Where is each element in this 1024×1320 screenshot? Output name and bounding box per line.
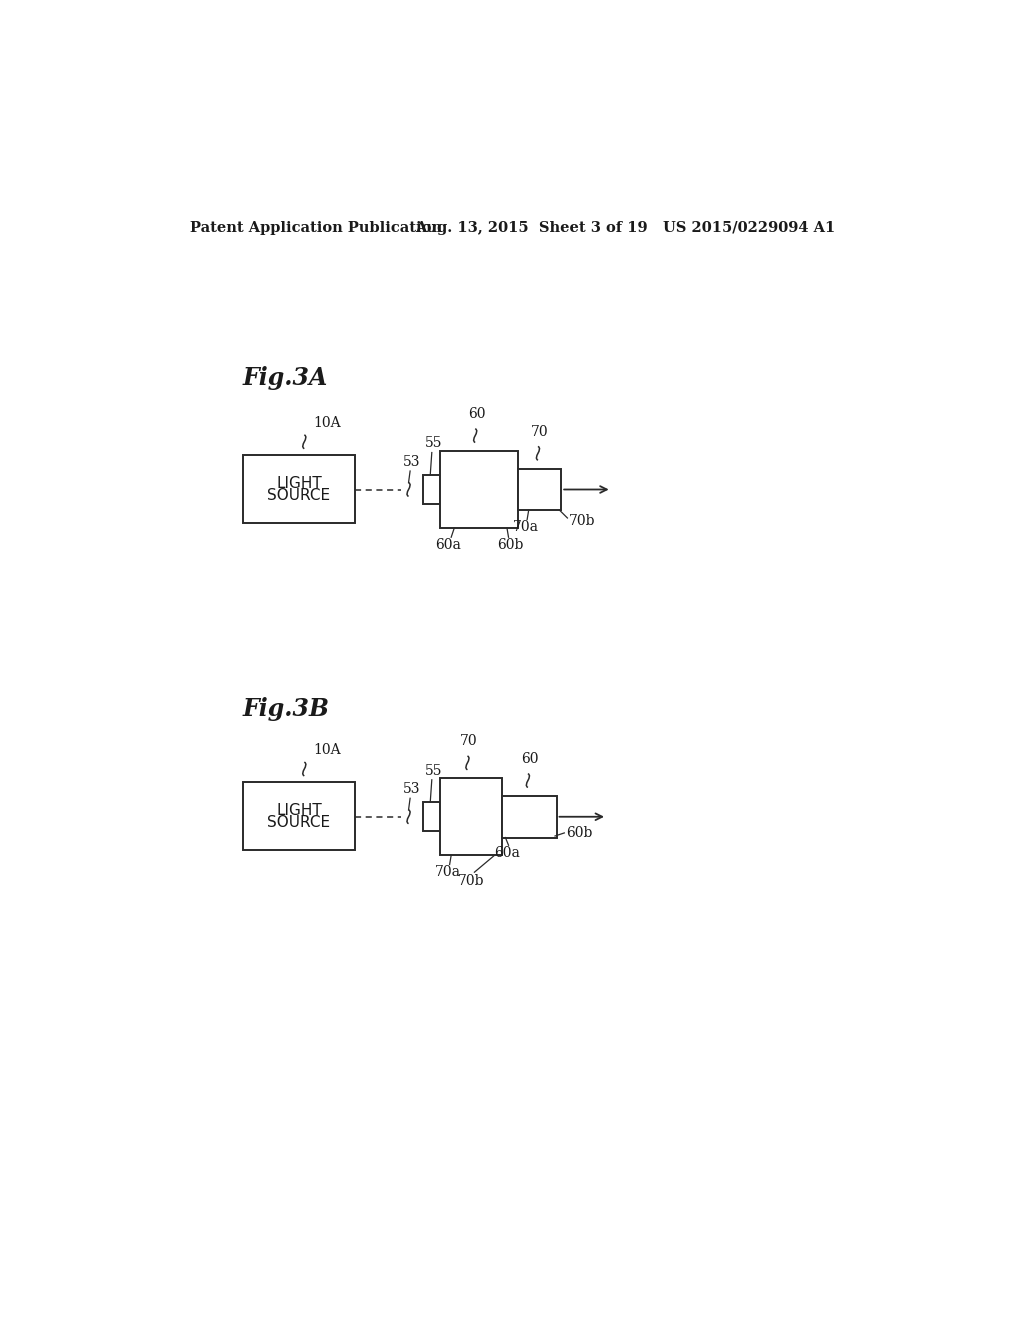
Bar <box>243 781 355 850</box>
Text: SOURCE: SOURCE <box>267 816 331 830</box>
Text: 70a: 70a <box>435 865 461 879</box>
Text: 55: 55 <box>425 437 442 450</box>
Text: Aug. 13, 2015  Sheet 3 of 19: Aug. 13, 2015 Sheet 3 of 19 <box>415 220 647 235</box>
Text: 70b: 70b <box>569 513 596 528</box>
Text: LIGHT: LIGHT <box>276 475 322 491</box>
Text: 60b: 60b <box>497 539 523 552</box>
Text: 70b: 70b <box>458 874 484 888</box>
Bar <box>243 455 355 523</box>
Text: Patent Application Publication: Patent Application Publication <box>190 220 442 235</box>
Text: 10A: 10A <box>313 416 340 429</box>
Text: 60b: 60b <box>566 826 592 840</box>
Text: 60a: 60a <box>494 846 520 859</box>
Text: 53: 53 <box>402 455 421 469</box>
Text: 10A: 10A <box>313 743 340 756</box>
Text: 53: 53 <box>402 781 421 796</box>
Text: Fig.3A: Fig.3A <box>243 367 328 391</box>
Text: 55: 55 <box>425 763 442 777</box>
Bar <box>423 475 440 504</box>
Text: 60: 60 <box>468 407 485 421</box>
Bar <box>503 796 557 838</box>
Bar <box>518 469 561 511</box>
Text: 70a: 70a <box>513 520 539 535</box>
Text: SOURCE: SOURCE <box>267 488 331 503</box>
Text: LIGHT: LIGHT <box>276 803 322 818</box>
Text: 70: 70 <box>460 734 478 748</box>
Bar <box>440 451 518 528</box>
Bar <box>440 779 503 855</box>
Text: 60: 60 <box>520 752 539 766</box>
Text: Fig.3B: Fig.3B <box>243 697 330 722</box>
Text: 60a: 60a <box>435 539 461 552</box>
Bar <box>423 803 440 832</box>
Text: US 2015/0229094 A1: US 2015/0229094 A1 <box>663 220 835 235</box>
Text: 70: 70 <box>530 425 548 438</box>
